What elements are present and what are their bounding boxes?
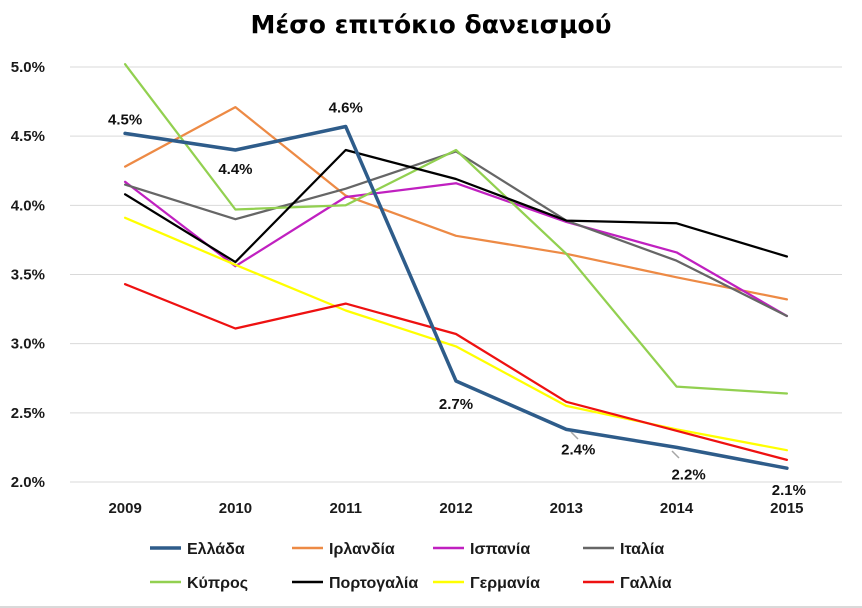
legend-label: Ιρλανδία xyxy=(329,541,395,558)
gridlines xyxy=(70,66,842,483)
series-lines xyxy=(123,63,789,470)
legend-label: Κύπρος xyxy=(187,575,248,592)
data-labels: 4.5% 4.4% 4.6% 2.7% 2.4% 2.2% 2.1% xyxy=(108,99,806,499)
y-tick-label: 4.5% xyxy=(11,128,45,145)
data-label: 2.4% xyxy=(561,441,595,458)
legend-label: Γερμανία xyxy=(470,575,540,592)
series-line xyxy=(123,124,789,470)
data-label: 4.6% xyxy=(329,99,363,116)
series-line xyxy=(123,148,789,264)
series-line xyxy=(123,216,789,452)
y-tick-label: 5.0% xyxy=(11,59,45,76)
x-axis-ticks: 2009 2010 2011 2012 2013 2014 2015 xyxy=(108,500,803,517)
series-line xyxy=(123,105,789,301)
legend: Ελλάδα Ιρλανδία Ισπανία Ιταλία Κύπρος Πορτογα… xyxy=(150,541,672,592)
y-tick-label: 3.5% xyxy=(11,267,45,284)
data-label: 2.2% xyxy=(671,466,705,483)
x-tick-label: 2010 xyxy=(219,500,252,517)
series-line xyxy=(123,63,789,395)
legend-label: Ισπανία xyxy=(470,541,530,558)
series-line xyxy=(123,180,789,318)
y-tick-label: 2.0% xyxy=(11,474,45,491)
x-tick-label: 2014 xyxy=(660,500,694,517)
x-tick-label: 2013 xyxy=(550,500,583,517)
y-axis-ticks: 2.0% 2.5% 3.0% 3.5% 4.0% 4.5% 5.0% xyxy=(11,59,45,491)
x-tick-label: 2009 xyxy=(108,500,141,517)
label-leader-line xyxy=(671,450,680,459)
x-tick-label: 2011 xyxy=(329,500,362,517)
legend-label: Γαλλία xyxy=(620,575,672,592)
data-label: 4.4% xyxy=(218,161,252,178)
data-label: 4.5% xyxy=(108,111,142,128)
legend-label: Πορτογαλία xyxy=(329,575,418,592)
y-tick-label: 2.5% xyxy=(11,405,45,422)
data-label: 2.7% xyxy=(439,396,473,413)
x-tick-label: 2015 xyxy=(770,500,803,517)
legend-label: Ιταλία xyxy=(620,541,664,558)
chart-title: Μέσο επιτόκιο δανεισμού xyxy=(250,10,612,39)
y-tick-label: 3.0% xyxy=(11,336,45,353)
series-line xyxy=(123,283,789,462)
legend-label: Ελλάδα xyxy=(187,541,245,558)
y-tick-label: 4.0% xyxy=(11,197,45,214)
label-leader-line xyxy=(570,431,579,440)
data-label: 2.1% xyxy=(772,482,806,499)
x-tick-label: 2012 xyxy=(439,500,472,517)
